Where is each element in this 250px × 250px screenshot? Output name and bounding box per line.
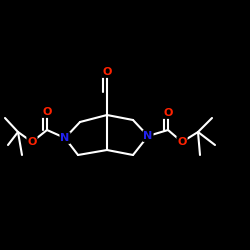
Text: O: O (42, 107, 52, 117)
Text: O: O (163, 108, 173, 118)
Text: O: O (177, 137, 187, 147)
Text: N: N (144, 131, 152, 141)
Text: N: N (60, 133, 70, 143)
Text: O: O (27, 137, 37, 147)
Text: O: O (102, 67, 112, 77)
